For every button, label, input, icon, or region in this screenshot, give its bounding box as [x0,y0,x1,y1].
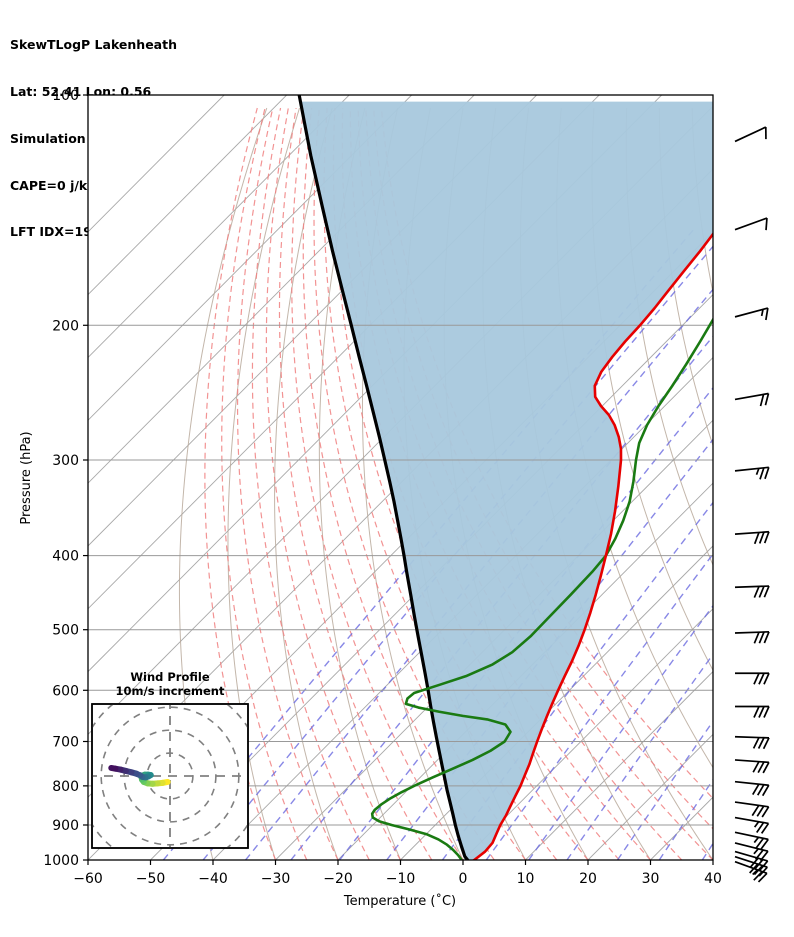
wind-barb [734,466,770,480]
x-tick-label: −50 [136,871,166,887]
y-tick-label: 700 [52,735,79,751]
wind-barb [734,217,768,231]
x-tick-label: 30 [642,871,660,887]
cape-shading [299,101,713,860]
wind-barb [734,842,769,862]
x-tick-label: −60 [73,871,103,887]
x-tick-label: −30 [261,871,291,887]
y-tick-label: 300 [52,453,79,469]
wind-barb [735,672,770,685]
hodograph-segment [108,764,119,772]
wind-barb [734,850,769,871]
x-tick-label: 0 [459,871,468,887]
wind-barb [734,126,767,143]
y-tick-label: 200 [52,318,79,334]
x-tick-label: 10 [517,871,535,887]
wind-barbs [734,126,770,883]
y-tick-label: 800 [52,779,79,795]
x-tick-label: 20 [579,871,597,887]
x-axis-label: Temperature (˚C) [343,893,456,909]
profile-curves [297,95,713,860]
y-tick-label: 400 [52,549,79,565]
inset-title-line1: Wind Profile [130,670,210,684]
y-tick-label: 600 [52,683,79,699]
wind-barb [734,585,770,598]
wind-barb [734,855,768,877]
x-tick-label: −20 [323,871,353,887]
wind-barb [734,801,770,818]
header-title: SkewTLogP Lakenheath [10,37,177,53]
wind-barb [734,630,770,644]
wind-barb [734,816,770,834]
wind-profile-inset [91,703,249,849]
y-tick-label: 1000 [43,853,79,869]
y-tick-label: 100 [52,88,79,104]
wind-barb [734,759,770,774]
wind-barb [734,392,770,407]
wind-barb [734,307,769,321]
x-tick-label: 40 [704,871,722,887]
wind-barb [734,780,770,797]
plot-axes [83,94,714,865]
inset-title-line2: 10m/s increment [116,684,225,698]
y-tick-label: 500 [52,623,79,639]
y-axis-label: Pressure (hPa) [19,431,34,524]
x-tick-label: −10 [386,871,416,887]
wind-barb [734,831,769,850]
wind-barb [735,705,770,718]
x-tick-label: −40 [198,871,228,887]
wind-barb [734,530,770,545]
y-tick-label: 900 [52,818,79,834]
wind-barb [734,735,770,750]
